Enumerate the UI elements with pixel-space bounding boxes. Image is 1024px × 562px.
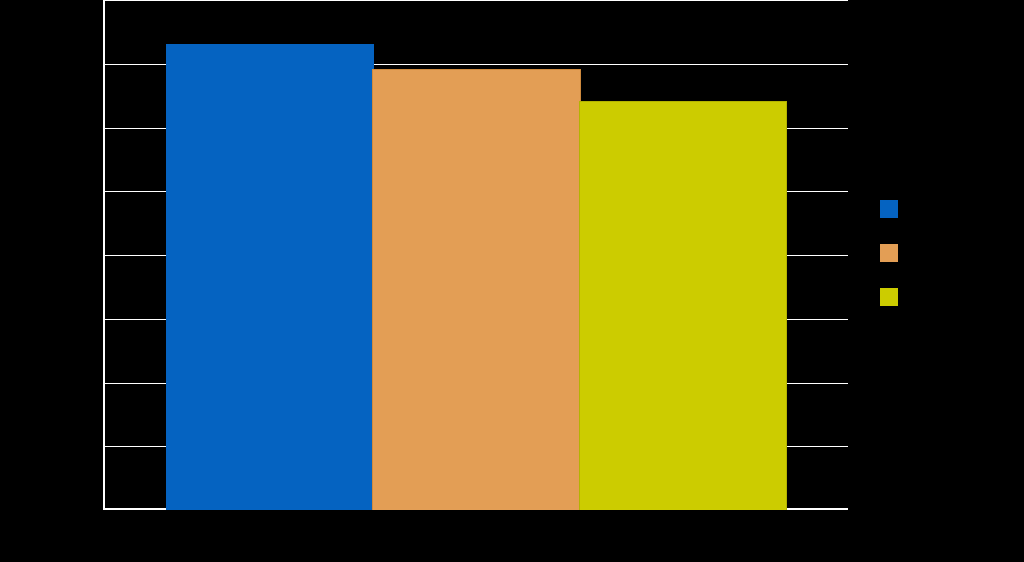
bar [579, 101, 787, 510]
bar-chart [0, 0, 1024, 562]
legend-item [880, 200, 904, 218]
legend-item [880, 288, 904, 306]
legend-swatch [880, 288, 898, 306]
plot-area [103, 0, 848, 510]
legend-swatch [880, 244, 898, 262]
bar [372, 69, 580, 510]
legend-item [880, 244, 904, 262]
bars-group [103, 0, 848, 510]
bar [166, 44, 374, 510]
legend-swatch [880, 200, 898, 218]
